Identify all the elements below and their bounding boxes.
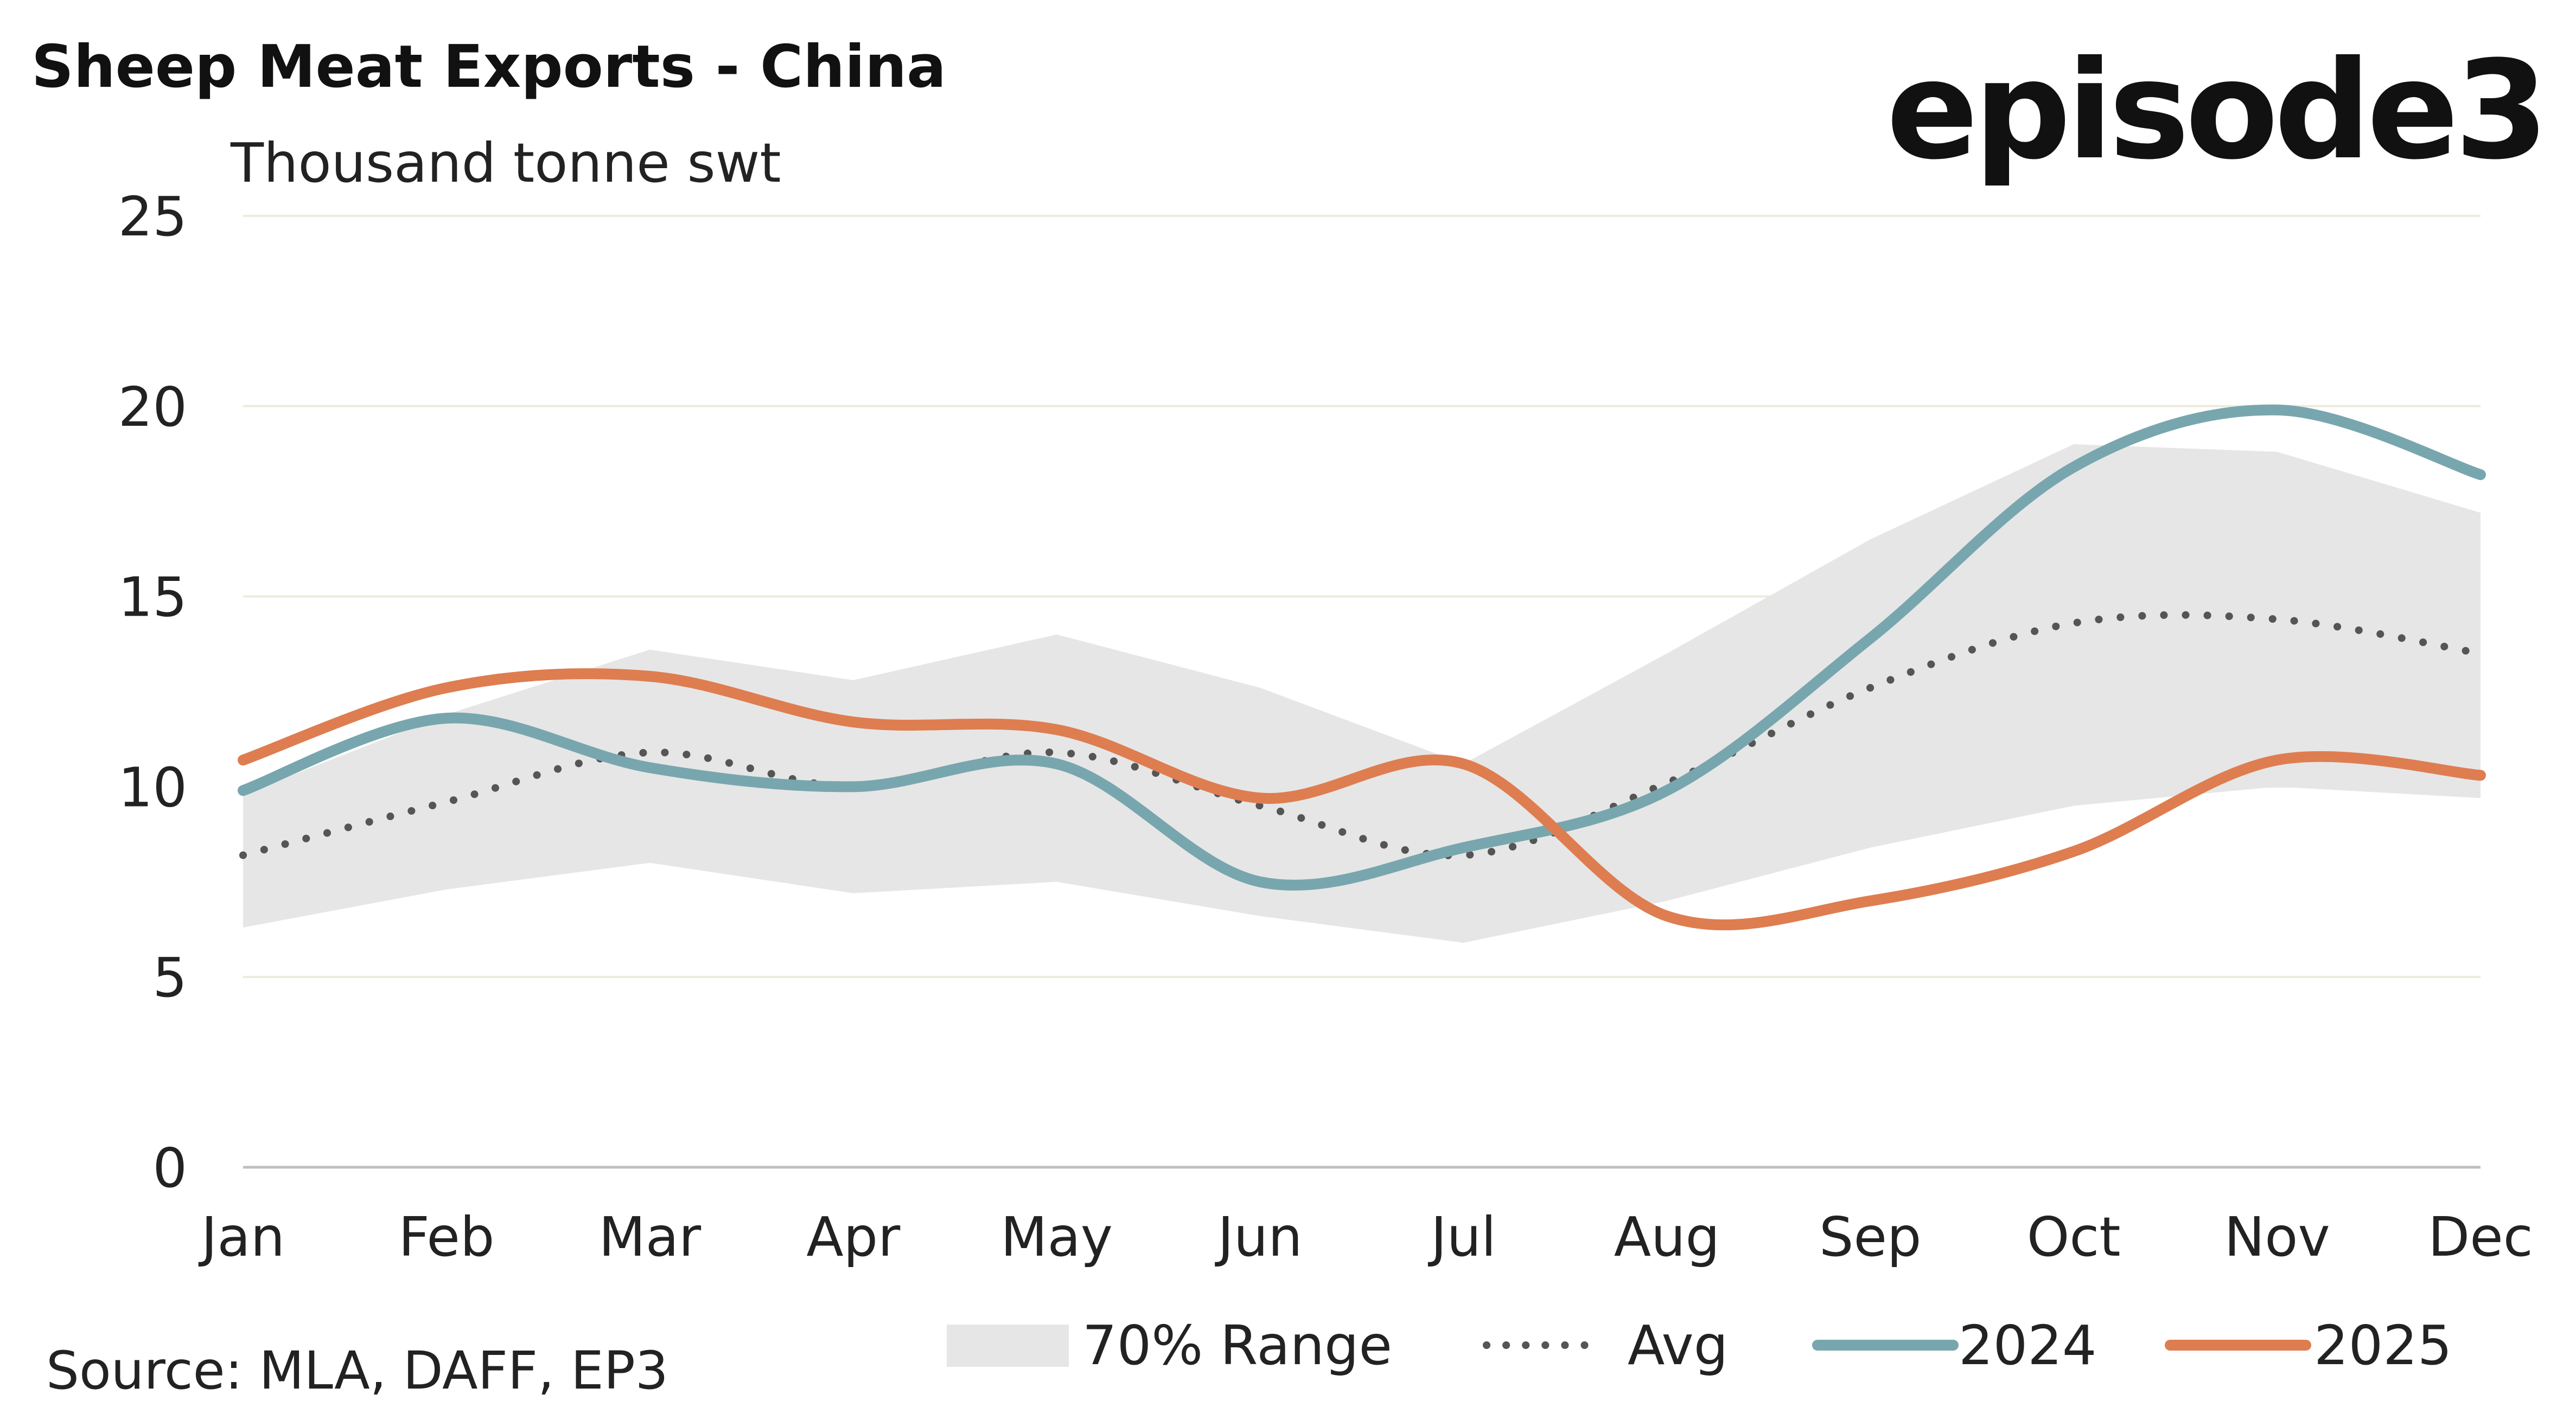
x-tick-label: Sep (1819, 1205, 1921, 1269)
x-tick-label: Apr (806, 1205, 901, 1269)
y-axis-label: Thousand tonne swt (230, 131, 781, 195)
legend-label-avg: Avg (1628, 1314, 1728, 1377)
y-axis-ticks: 0 5 10 15 20 25 (118, 185, 187, 1200)
x-tick-label: May (1000, 1205, 1113, 1269)
x-tick-label: Jun (1214, 1205, 1302, 1269)
x-axis-ticks: Jan Feb Mar Apr May Jun Jul Aug Sep Oct Nov Dec (198, 1205, 2533, 1269)
source-note: Source: MLA, DAFF, EP3 (46, 1340, 668, 1401)
legend-label-2025: 2025 (2314, 1314, 2452, 1377)
y-tick-label: 15 (118, 566, 187, 629)
legend-label-2024: 2024 (1959, 1314, 2097, 1377)
y-tick-label: 5 (152, 946, 187, 1009)
x-tick-label: Dec (2428, 1205, 2533, 1269)
range-area (243, 444, 2481, 943)
series-line-2025 (238, 668, 2486, 931)
y-tick-label: 0 (152, 1136, 187, 1200)
series-line-2024 (238, 404, 2486, 891)
legend: 70% Range Avg 2024 2025 (947, 1314, 2452, 1377)
x-tick-label: Oct (2027, 1205, 2121, 1269)
series-lines (238, 404, 2486, 931)
x-tick-label: Feb (398, 1205, 494, 1269)
y-tick-label: 20 (118, 375, 187, 439)
range-band (243, 444, 2481, 943)
chart-title: Sheep Meat Exports - China (31, 33, 946, 101)
x-tick-label: Aug (1614, 1205, 1720, 1269)
x-tick-label: Nov (2224, 1205, 2330, 1269)
x-tick-label: Jul (1427, 1205, 1496, 1269)
x-tick-label: Mar (598, 1205, 702, 1269)
y-tick-label: 25 (118, 185, 187, 248)
series-line-avg (239, 611, 2484, 860)
legend-swatch-range (947, 1325, 1069, 1367)
x-tick-label: Jan (198, 1205, 285, 1269)
legend-label-range: 70% Range (1082, 1314, 1392, 1377)
episode3-logo: episode3 (1886, 31, 2545, 189)
y-tick-label: 10 (118, 756, 187, 819)
